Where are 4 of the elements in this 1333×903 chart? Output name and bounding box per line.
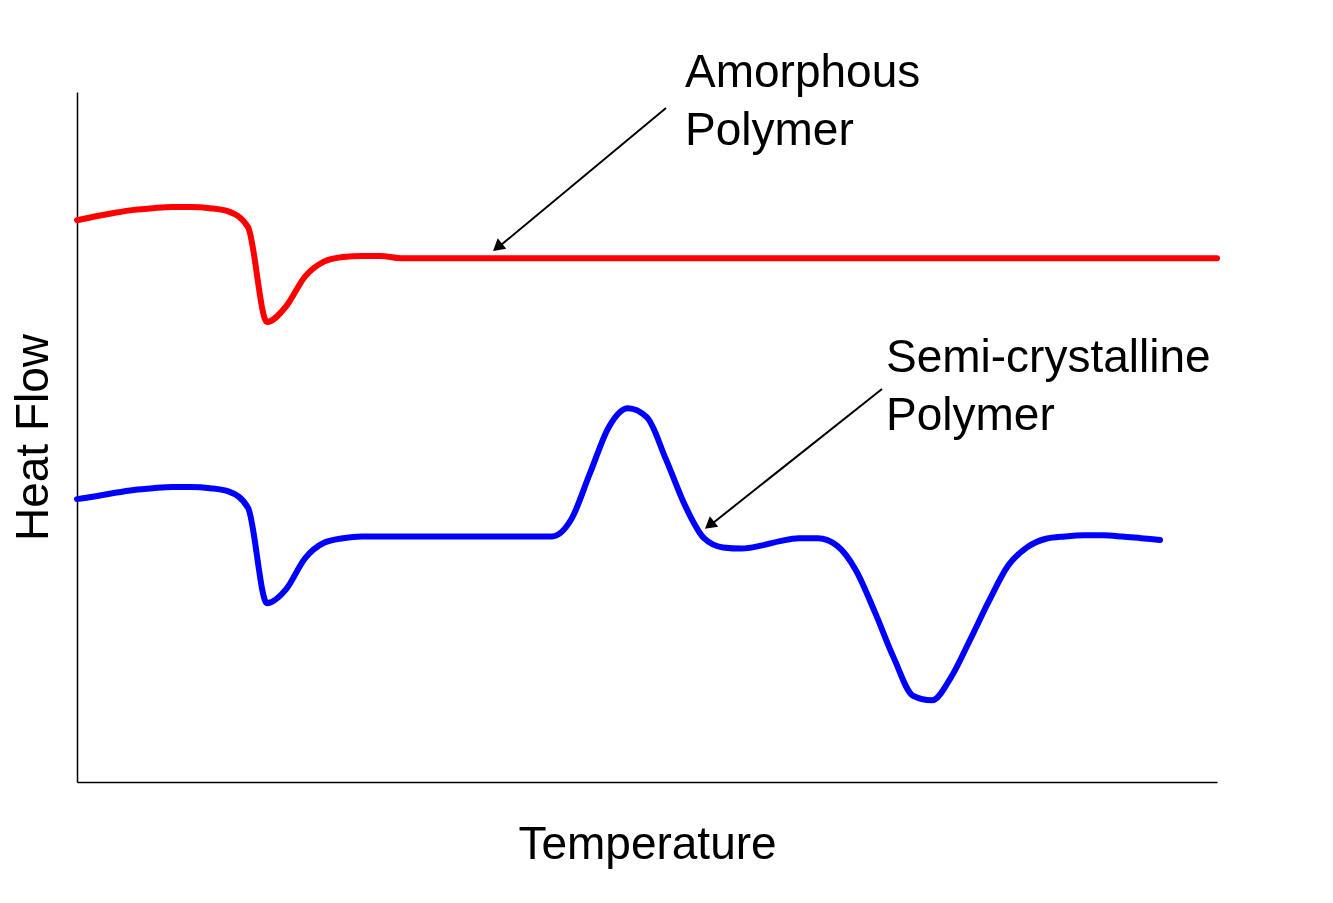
annotation: Semi-crystalline Polymer (886, 330, 1211, 440)
text: Amorphous Polymer (685, 45, 921, 155)
x-axis-title: Temperature (518, 816, 777, 869)
y-axis-title: Heat Flow (5, 333, 58, 542)
